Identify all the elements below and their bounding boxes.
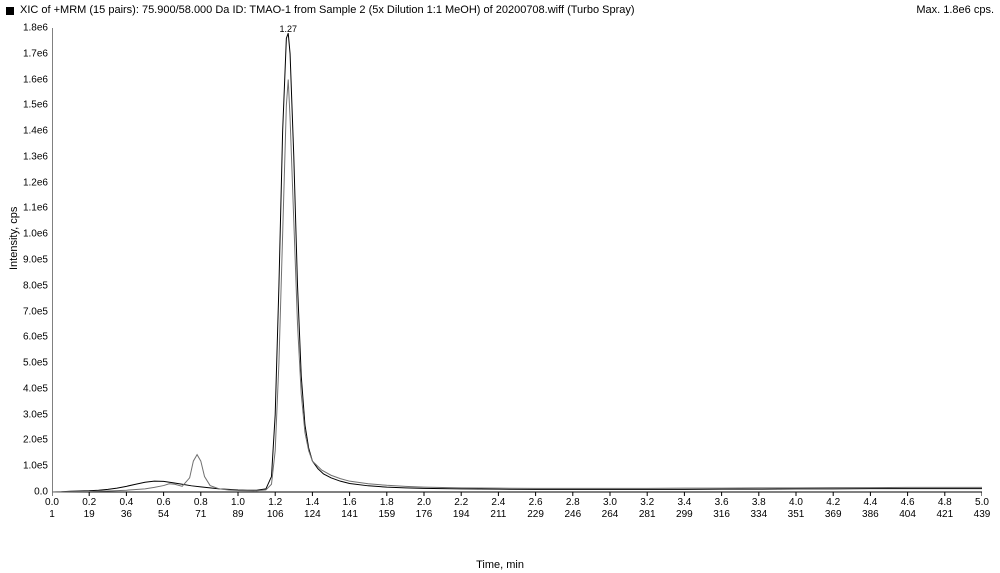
y-tick-label: 2.0e5 [4, 435, 48, 446]
y-tick-label: 0.0 [4, 487, 48, 498]
y-tick-label: 9.0e5 [4, 255, 48, 266]
x-tick-label: 4.0 351 [788, 497, 805, 520]
y-tick-label: 1.0e5 [4, 461, 48, 472]
chart-title: XIC of +MRM (15 pairs): 75.900/58.000 Da… [20, 4, 635, 16]
x-tick-label: 2.2 194 [453, 497, 470, 520]
max-intensity-label: Max. 1.8e6 cps. [916, 4, 994, 16]
y-tick-label: 7.0e5 [4, 306, 48, 317]
x-axis-label: Time, min [476, 559, 524, 571]
y-tick-label: 1.6e6 [4, 74, 48, 85]
x-tick-label: 0.8 71 [194, 497, 208, 520]
x-tick-label: 0.6 54 [157, 497, 171, 520]
x-tick-label: 1.0 89 [231, 497, 245, 520]
x-tick-label: 2.8 246 [564, 497, 581, 520]
x-tick-label: 3.6 316 [713, 497, 730, 520]
peak-label: 1.27 [279, 24, 297, 34]
x-tick-label: 1.8 159 [378, 497, 395, 520]
x-tick-label: 2.6 229 [527, 497, 544, 520]
y-tick-label: 1.3e6 [4, 151, 48, 162]
y-tick-label: 1.7e6 [4, 48, 48, 59]
x-tick-label: 0.2 19 [82, 497, 96, 520]
x-tick-label: 0.4 36 [119, 497, 133, 520]
y-tick-label: 5.0e5 [4, 358, 48, 369]
x-tick-label: 3.8 334 [750, 497, 767, 520]
y-tick-label: 1.4e6 [4, 126, 48, 137]
x-tick-label: 3.4 299 [676, 497, 693, 520]
x-tick-label: 1.6 141 [341, 497, 358, 520]
x-tick-label: 3.2 281 [639, 497, 656, 520]
y-tick-label: 8.0e5 [4, 280, 48, 291]
y-tick-label: 1.0e6 [4, 229, 48, 240]
x-tick-label: 4.2 369 [825, 497, 842, 520]
y-tick-label: 3.0e5 [4, 409, 48, 420]
x-tick-label: 3.0 264 [602, 497, 619, 520]
x-tick-label: 0.0 1 [45, 497, 59, 520]
x-tick-label: 1.2 106 [267, 497, 284, 520]
y-tick-label: 1.5e6 [4, 100, 48, 111]
x-tick-label: 5.0 439 [974, 497, 991, 520]
y-tick-label: 1.1e6 [4, 203, 48, 214]
legend-marker-icon [6, 7, 14, 15]
x-tick-label: 1.4 124 [304, 497, 321, 520]
x-tick-label: 2.0 176 [416, 497, 433, 520]
x-tick-label: 2.4 211 [490, 497, 506, 520]
y-tick-label: 1.2e6 [4, 177, 48, 188]
chromatogram-root: XIC of +MRM (15 pairs): 75.900/58.000 Da… [0, 0, 1000, 573]
chromatogram-svg [52, 22, 982, 522]
plot-area [52, 22, 982, 522]
y-tick-label: 6.0e5 [4, 332, 48, 343]
x-tick-label: 4.4 386 [862, 497, 879, 520]
y-tick-label: 4.0e5 [4, 383, 48, 394]
y-tick-label: 1.8e6 [4, 23, 48, 34]
x-tick-label: 4.6 404 [899, 497, 916, 520]
x-tick-label: 4.8 421 [936, 497, 953, 520]
